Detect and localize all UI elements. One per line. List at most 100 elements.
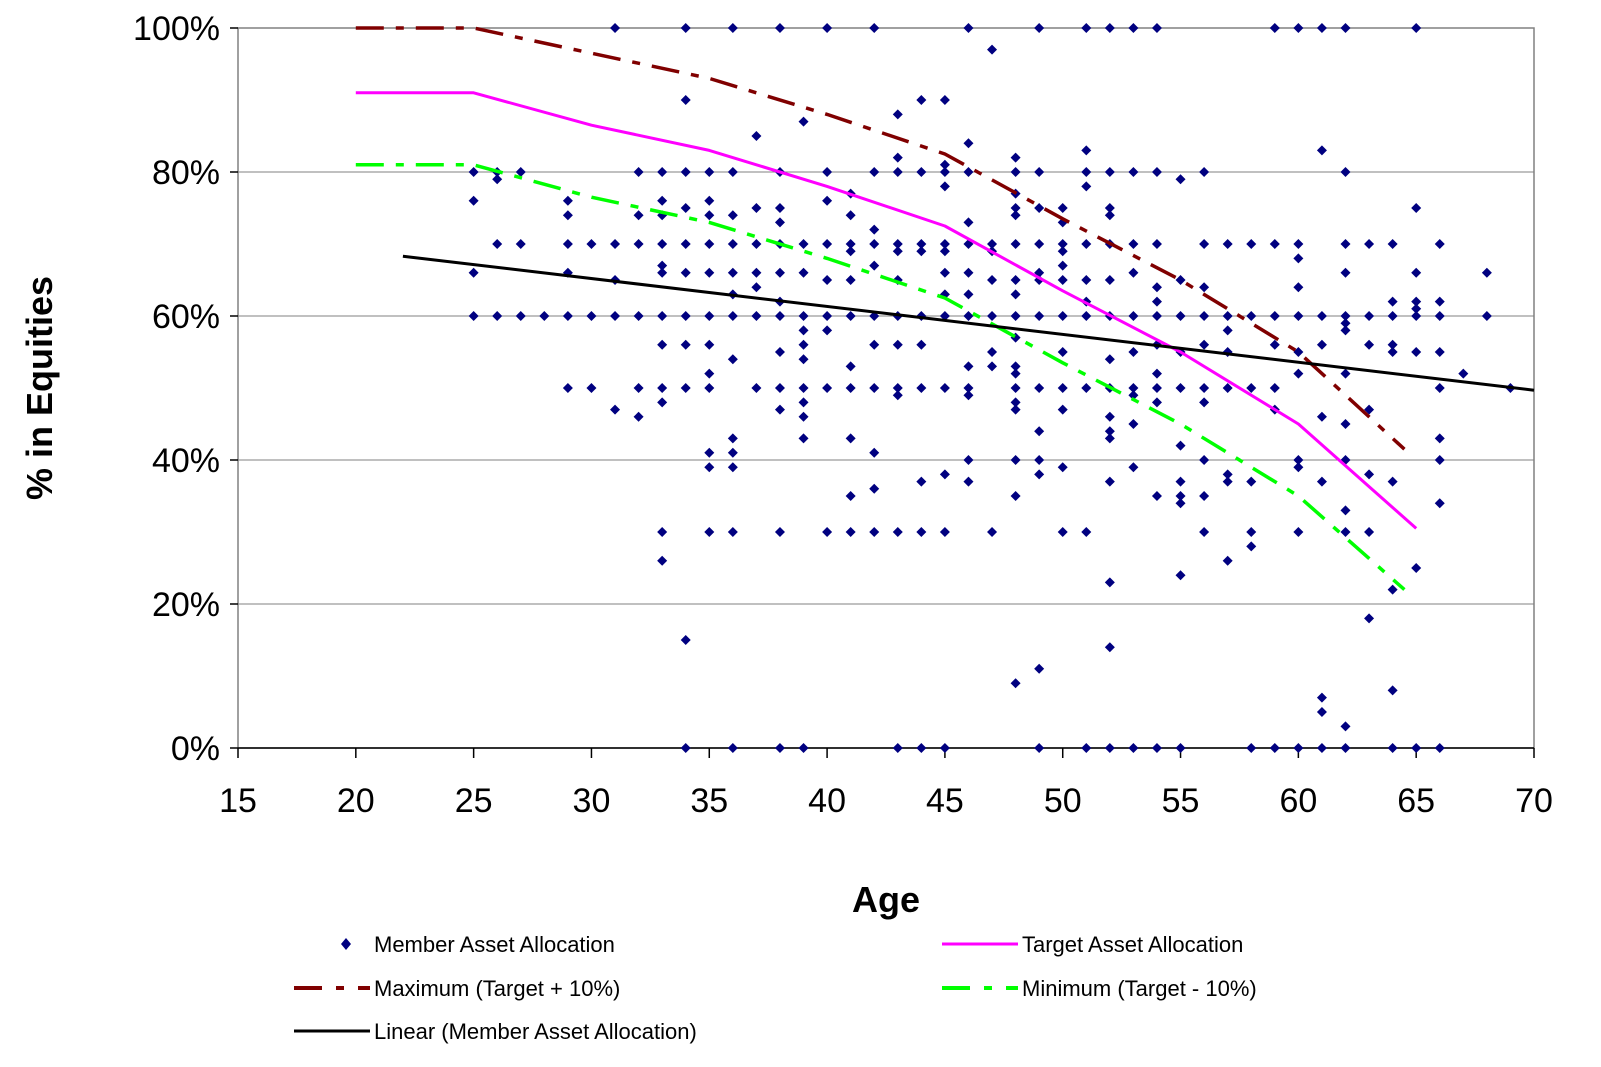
member-point [892,109,903,120]
member-point [727,311,738,321]
y-axis-title: % in Equities [19,276,60,500]
member-point [1364,613,1375,624]
member-point [1246,743,1257,753]
member-point [1010,455,1021,465]
member-point [798,397,809,408]
member-point [1175,440,1186,451]
member-point [1246,527,1257,537]
member-point [892,383,903,393]
member-point [1364,527,1375,537]
member-point [963,23,974,33]
member-point [727,527,738,537]
member-point [1034,167,1045,177]
legend-item-target: Target Asset Allocation [942,932,1243,957]
member-point [822,239,833,249]
member-point [1151,368,1162,379]
member-point [562,311,573,321]
member-point [1104,411,1115,422]
legend-label-linear: Linear (Member Asset Allocation) [374,1019,697,1044]
member-point [610,239,621,249]
member-point [1340,167,1351,177]
member-point [680,95,691,105]
member-point [987,311,998,321]
legend-item-minimum: Minimum (Target - 10%) [942,976,1257,1001]
y-tick-label: 100% [133,10,220,48]
member-point [1034,663,1045,674]
linear-trendline [402,254,1535,392]
member-point [798,311,809,321]
member-point [751,131,762,141]
member-point [1057,404,1068,415]
member-point [845,383,856,393]
member-point [1316,707,1327,717]
member-point [586,383,597,393]
member-point [1151,296,1162,307]
member-point [774,23,785,33]
member-point [657,527,668,537]
member-point [1010,397,1021,408]
member-point [939,383,950,393]
member-point [916,95,927,105]
member-point [892,743,903,753]
x-tick-label: 25 [455,782,493,820]
member-point [539,311,550,321]
member-point [1010,383,1021,393]
member-point [1246,541,1257,552]
member-point [774,404,785,415]
member-point [562,195,573,206]
member-point [1199,397,1210,408]
member-point [822,527,833,537]
member-point [1434,311,1445,321]
member-point [1340,527,1351,537]
legend-item-member: Member Asset Allocation [341,932,615,957]
member-point [987,44,998,55]
member-point [1387,584,1398,595]
member-point [1175,476,1186,487]
x-tick-label: 40 [808,782,846,820]
member-point [1293,23,1304,33]
member-point [1175,383,1186,393]
member-point [963,217,974,228]
member-point [798,116,809,127]
member-point [1269,23,1280,33]
member-point [1081,527,1092,537]
member-point [1387,743,1398,753]
series-lines [355,26,1535,591]
member-point [939,469,950,480]
member-point [822,23,833,33]
member-point [1175,275,1186,285]
member-point [704,311,715,321]
member-point [1081,167,1092,177]
member-point [657,555,668,566]
member-point [798,267,809,278]
member-point [586,239,597,249]
member-point [1222,325,1233,336]
member-point [1387,296,1398,307]
member-point [633,311,644,321]
member-point [727,267,738,278]
member-point [1434,347,1445,357]
member-point [1128,419,1139,429]
member-point [939,181,950,192]
member-point [751,203,762,213]
member-point [1057,462,1068,473]
legend: Member Asset Allocation Target Asset All… [294,932,1257,1044]
member-point [1269,743,1280,753]
member-point [1151,743,1162,753]
member-point [1128,23,1139,33]
member-point [798,339,809,350]
member-point [1151,383,1162,393]
member-point [727,239,738,249]
member-point [1316,476,1327,487]
member-point [845,491,856,501]
member-point [680,267,691,278]
member-point [727,23,738,33]
member-point [468,195,479,206]
member-point [1411,303,1422,314]
member-point [1316,743,1327,753]
member-point [704,447,715,458]
member-point [1175,570,1186,581]
member-point [1175,743,1186,753]
member-point [610,23,621,33]
